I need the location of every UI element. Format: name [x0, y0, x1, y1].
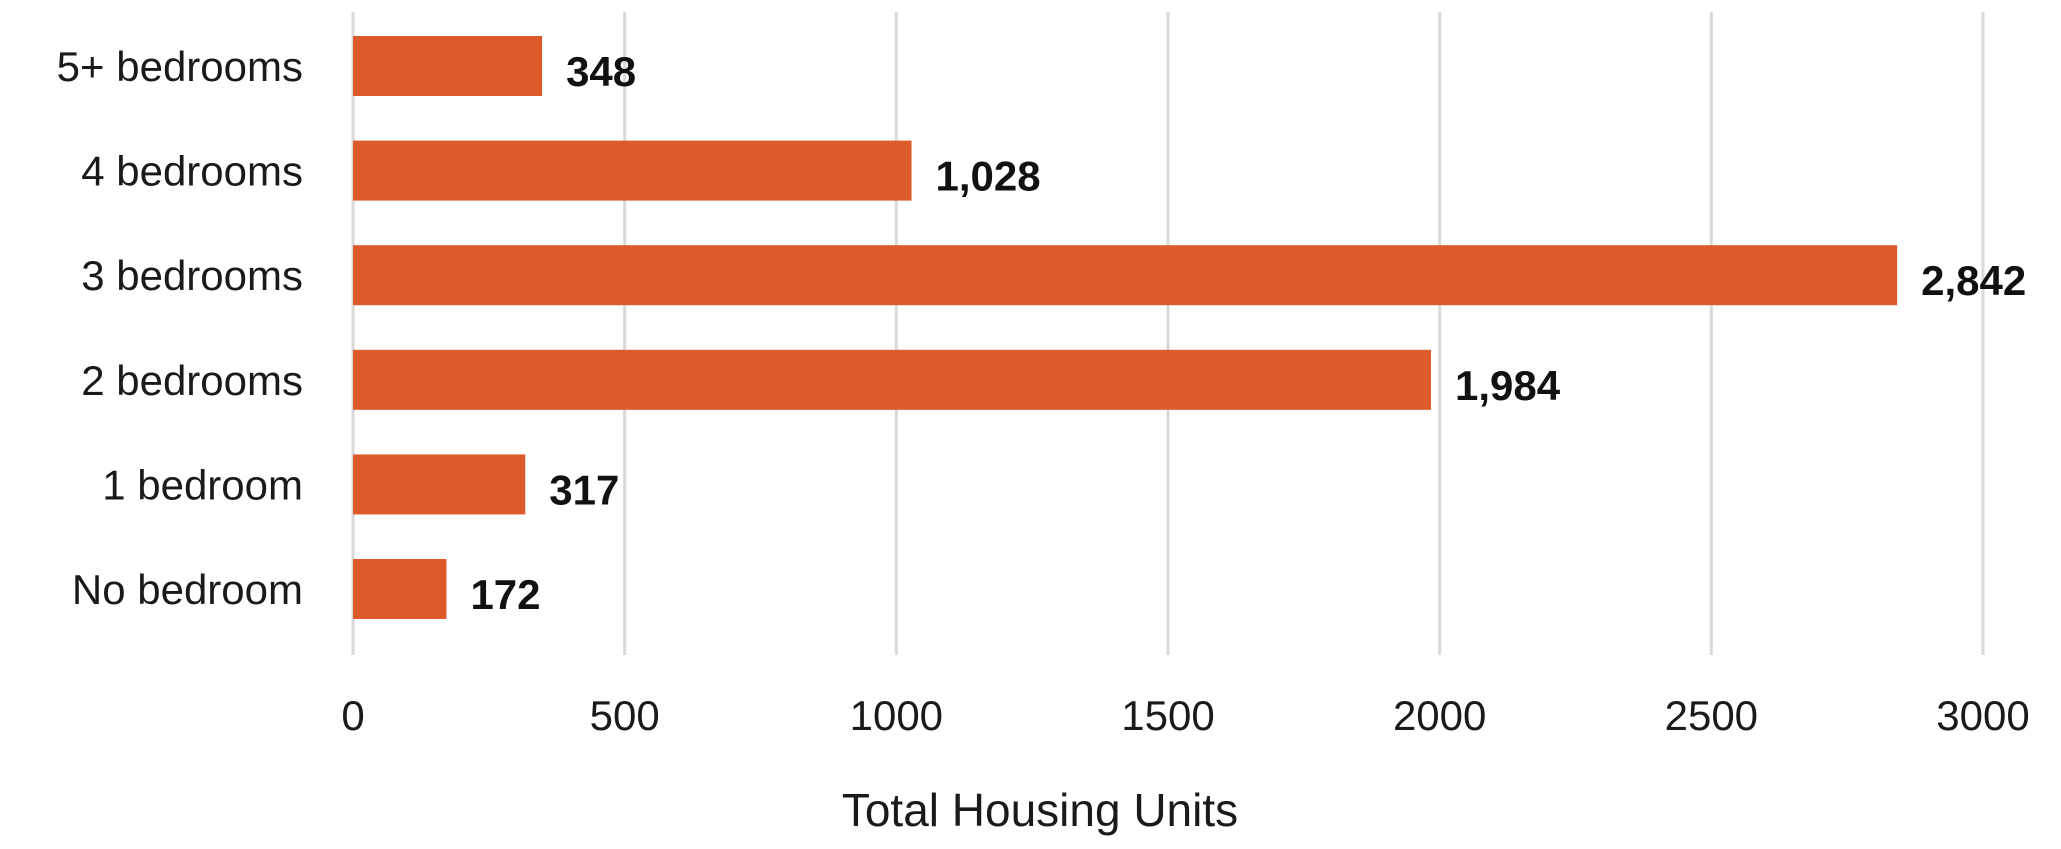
- x-tick-label: 2500: [1665, 692, 1758, 739]
- data-label: 348: [566, 48, 636, 95]
- data-label: 1,984: [1455, 362, 1561, 409]
- data-label: 1,028: [936, 153, 1041, 200]
- x-axis-title: Total Housing Units: [842, 784, 1238, 836]
- data-label: 317: [549, 466, 619, 513]
- bars: [353, 36, 1898, 619]
- category-label: 5+ bedrooms: [57, 43, 303, 90]
- x-tick-label: 1500: [1121, 692, 1214, 739]
- gridlines: [351, 12, 1985, 655]
- x-tick-label: 2000: [1393, 692, 1486, 739]
- category-label: 1 bedroom: [102, 461, 303, 508]
- bar: [353, 559, 447, 619]
- category-label: No bedroom: [72, 566, 303, 613]
- x-tick-label: 500: [590, 692, 660, 739]
- category-label: 4 bedrooms: [81, 148, 303, 195]
- x-tick-label: 0: [341, 692, 364, 739]
- category-label: 2 bedrooms: [81, 357, 303, 404]
- category-labels: 5+ bedrooms 4 bedrooms 3 bedrooms 2 bedroom…: [57, 43, 303, 613]
- bar: [353, 140, 912, 201]
- value-labels: 348 1,028 2,842 1,984 317 172: [470, 48, 2026, 618]
- bar: [353, 454, 526, 515]
- category-label: 3 bedrooms: [81, 252, 303, 299]
- x-tick-label: 1000: [850, 692, 943, 739]
- data-label: 172: [470, 571, 540, 618]
- bar: [353, 349, 1431, 410]
- bar: [353, 245, 1898, 306]
- x-tick-labels: 0 500 1000 1500 2000 2500 3000: [341, 692, 2029, 739]
- x-tick-label: 3000: [1936, 692, 2029, 739]
- data-label: 2,842: [1921, 257, 2026, 304]
- bar: [353, 36, 543, 96]
